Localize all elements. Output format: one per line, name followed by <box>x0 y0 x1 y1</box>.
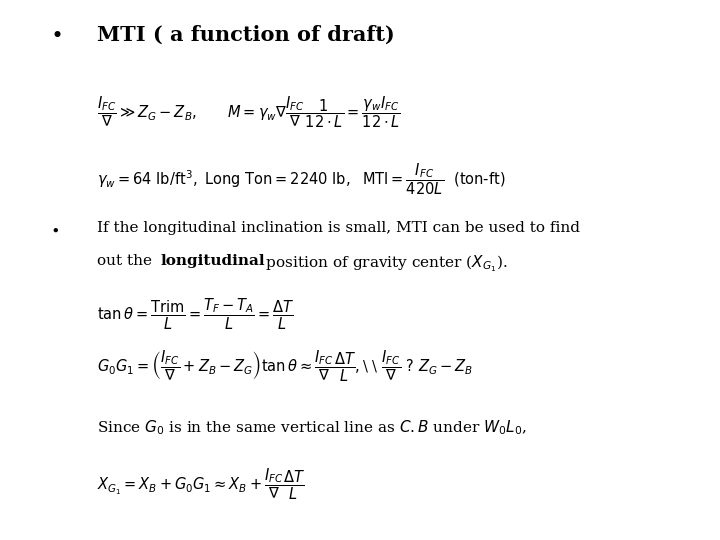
Text: $\dfrac{I_{FC}}{\nabla} \gg Z_G - Z_B,$$\quad\quad M = \gamma_w \nabla \dfrac{I_: $\dfrac{I_{FC}}{\nabla} \gg Z_G - Z_B,$$… <box>97 94 401 130</box>
Text: $X_{G_1} = X_B + G_0 G_1 \approx X_B + \dfrac{I_{FC}}{\nabla}\dfrac{\Delta T}{L}: $X_{G_1} = X_B + G_0 G_1 \approx X_B + \… <box>97 467 306 502</box>
Text: If the longitudinal inclination is small, MTI can be used to find: If the longitudinal inclination is small… <box>97 221 580 235</box>
Text: $\bullet$: $\bullet$ <box>50 24 62 44</box>
Text: out the: out the <box>97 254 157 268</box>
Text: $G_0 G_1 = \left(\dfrac{I_{FC}}{\nabla} + Z_B - Z_G\right)\tan\theta\approx \dfr: $G_0 G_1 = \left(\dfrac{I_{FC}}{\nabla} … <box>97 348 473 383</box>
Text: longitudinal: longitudinal <box>161 254 265 268</box>
Text: $\tan\theta = \dfrac{\mathrm{Trim}}{L} = \dfrac{T_F - T_A}{L} = \dfrac{\Delta T}: $\tan\theta = \dfrac{\mathrm{Trim}}{L} =… <box>97 297 294 332</box>
Text: Since $G_0$ is in the same vertical line as $C.B$ under $W_0 L_0$,: Since $G_0$ is in the same vertical line… <box>97 418 527 437</box>
Text: position of gravity center ($X_{G_1}$).: position of gravity center ($X_{G_1}$). <box>261 254 508 274</box>
Text: MTI ( a function of draft): MTI ( a function of draft) <box>97 24 395 44</box>
Text: $\bullet$: $\bullet$ <box>50 221 59 237</box>
Text: $\gamma_w = 64\ \mathrm{lb/ft}^3,\ \mathrm{Long\ Ton} = 2240\ \mathrm{lb},\ \ \m: $\gamma_w = 64\ \mathrm{lb/ft}^3,\ \math… <box>97 162 505 197</box>
